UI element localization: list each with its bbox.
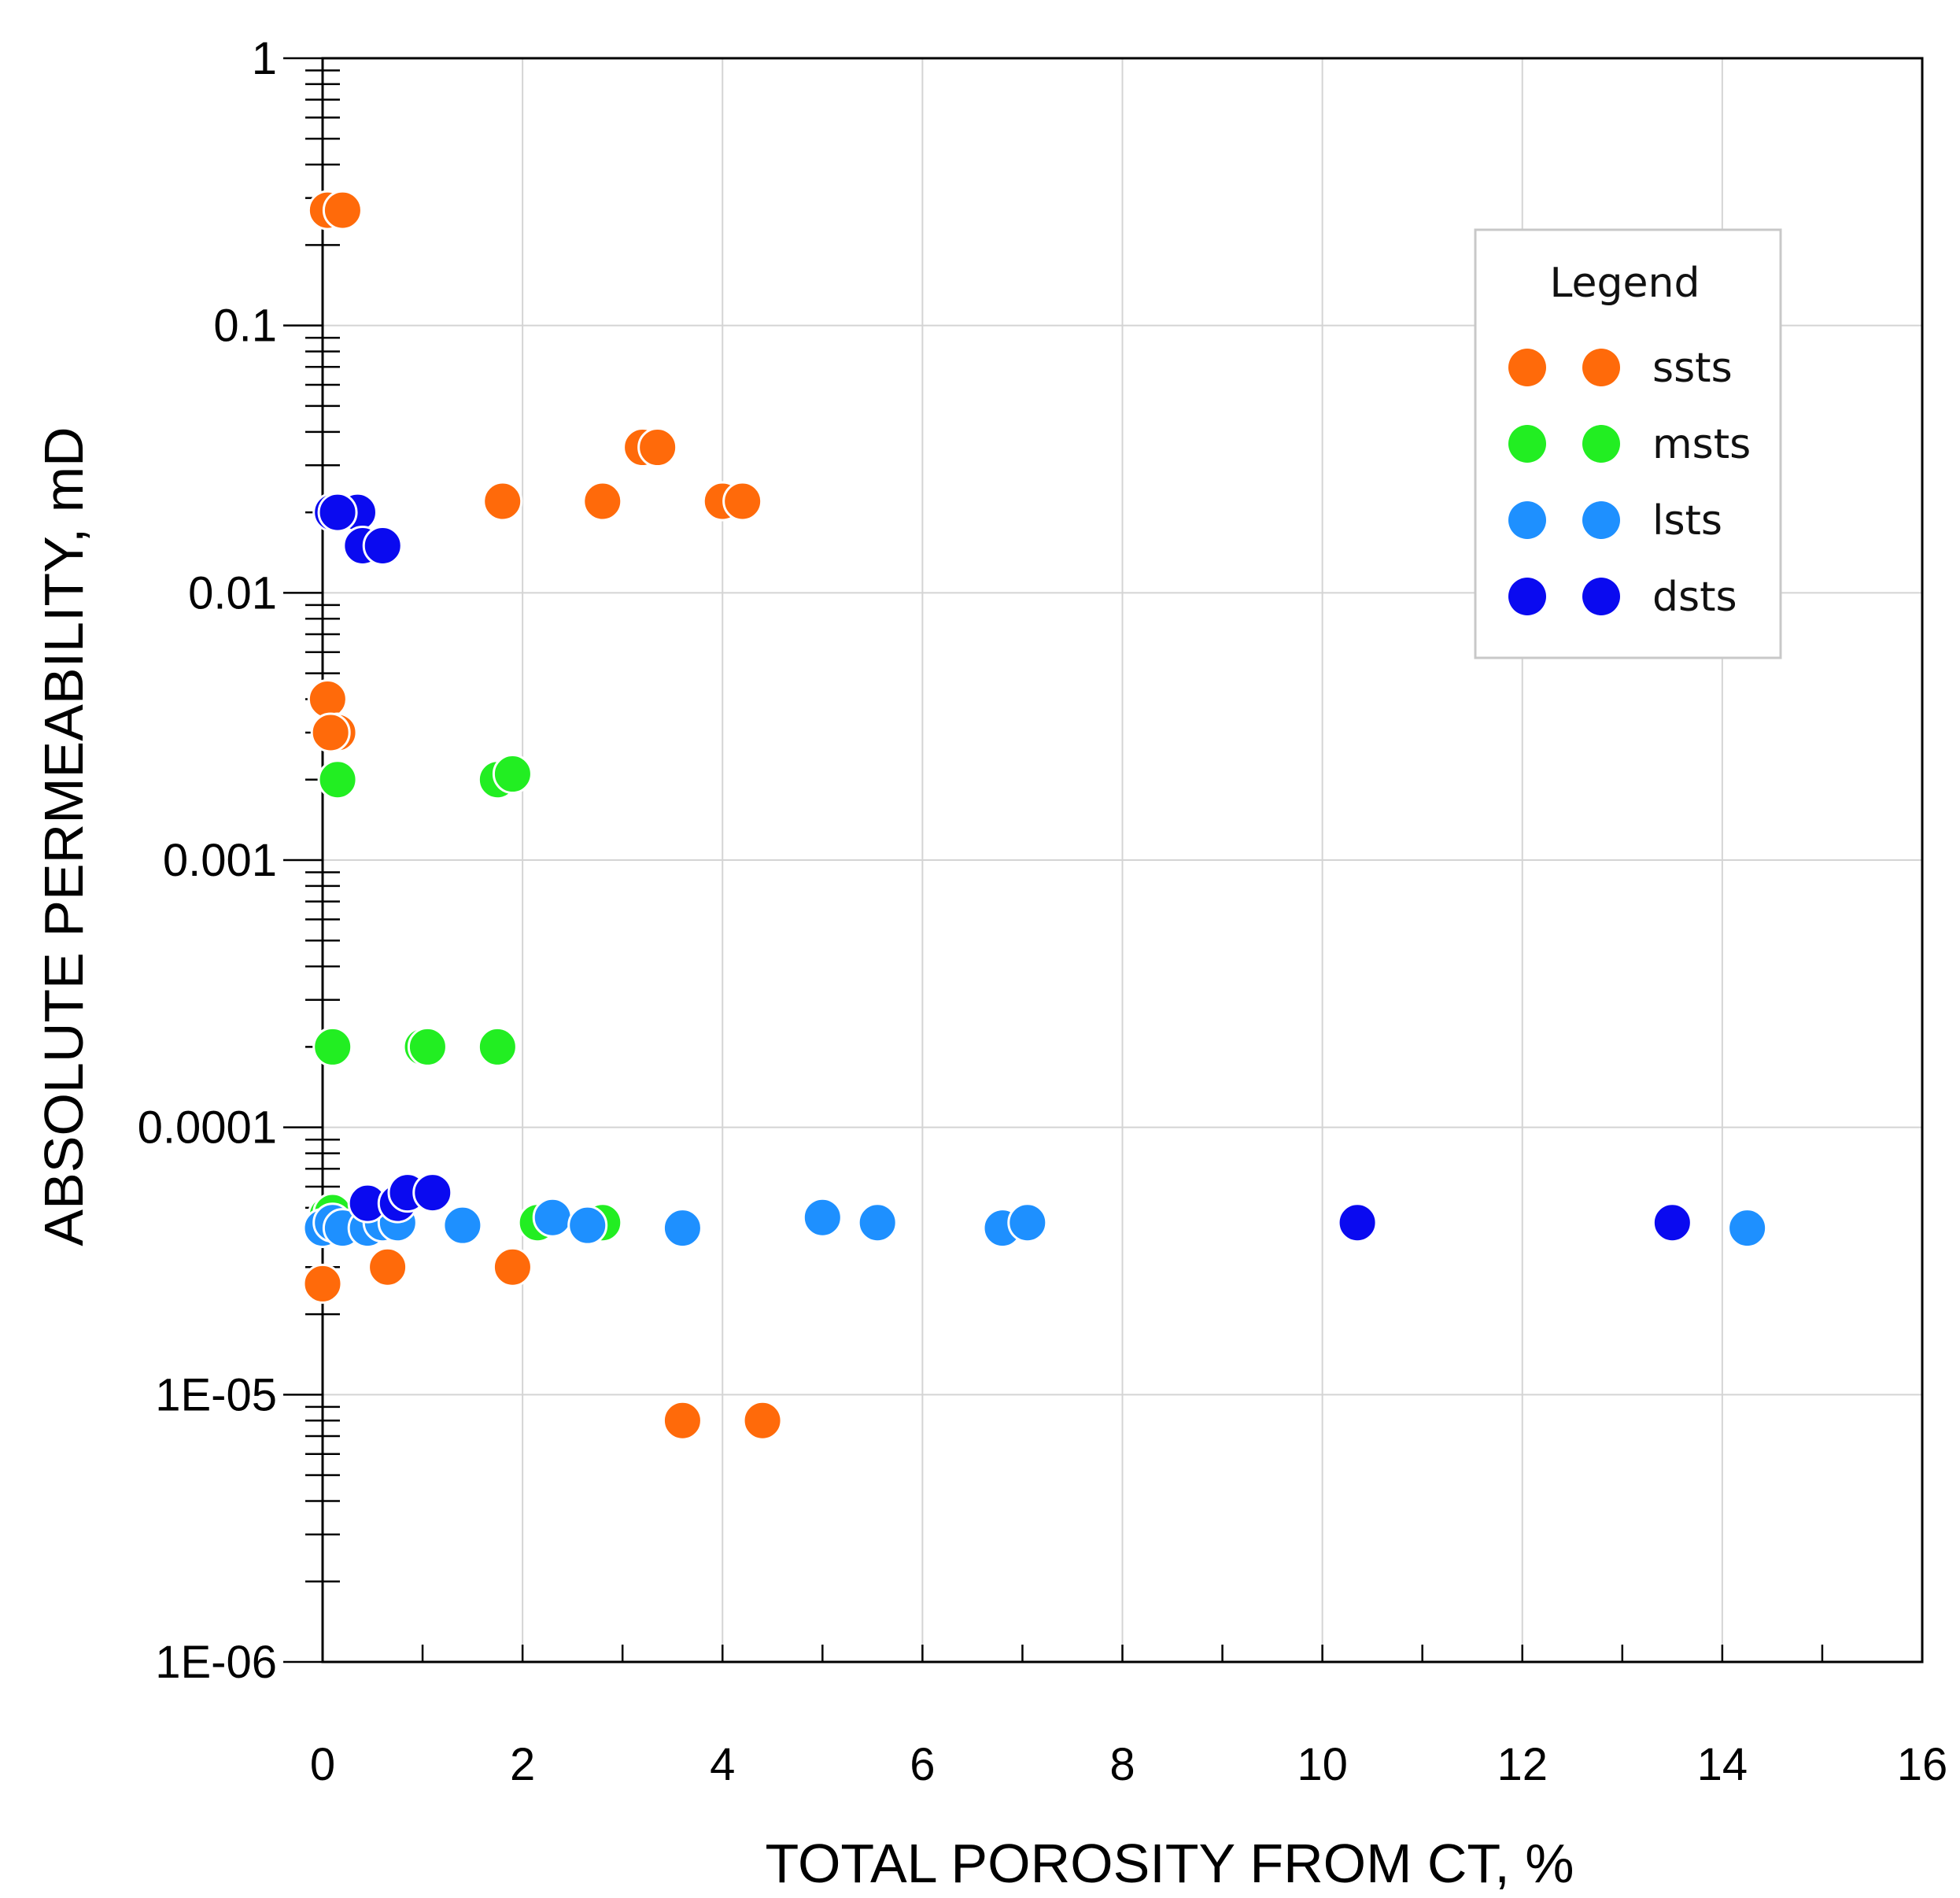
legend-label-lsts: lsts bbox=[1652, 497, 1722, 545]
data-point-ssts bbox=[582, 481, 623, 522]
x-tick-label: 2 bbox=[510, 1739, 535, 1790]
legend-marker-lsts bbox=[1582, 501, 1620, 539]
data-point-lsts bbox=[442, 1205, 483, 1246]
data-point-msts bbox=[492, 754, 533, 795]
data-point-ssts bbox=[742, 1400, 783, 1441]
data-point-dsts bbox=[317, 492, 358, 533]
data-point-ssts bbox=[722, 481, 763, 522]
data-point-msts bbox=[407, 1026, 448, 1067]
x-tick-label: 8 bbox=[1109, 1739, 1135, 1790]
legend-marker-dsts bbox=[1508, 578, 1546, 615]
x-axis-title: TOTAL POROSITY FROM CT, % bbox=[765, 1833, 1574, 1894]
data-point-ssts bbox=[492, 1246, 533, 1287]
data-point-lsts bbox=[857, 1202, 898, 1243]
data-point-lsts bbox=[1727, 1208, 1768, 1249]
legend-marker-dsts bbox=[1582, 578, 1620, 615]
legend-marker-msts bbox=[1582, 425, 1620, 463]
x-tick-label: 6 bbox=[910, 1739, 935, 1790]
x-tick-label: 0 bbox=[310, 1739, 335, 1790]
data-points bbox=[302, 190, 1768, 1441]
data-point-lsts bbox=[802, 1197, 843, 1238]
x-tick-label: 10 bbox=[1297, 1739, 1348, 1790]
data-point-ssts bbox=[307, 679, 348, 720]
y-tick-label: 1 bbox=[252, 33, 277, 84]
data-point-lsts bbox=[1007, 1202, 1048, 1243]
data-point-dsts bbox=[412, 1172, 453, 1213]
x-tick-label: 4 bbox=[710, 1739, 735, 1790]
y-tick-label: 0.0001 bbox=[138, 1102, 277, 1154]
data-point-lsts bbox=[662, 1208, 703, 1249]
x-axis-tick-labels: 0 2 4 6 8 10 12 14 16 bbox=[310, 1739, 1947, 1790]
legend-marker-ssts bbox=[1582, 349, 1620, 386]
data-point-lsts bbox=[567, 1205, 608, 1246]
data-point-ssts bbox=[310, 712, 351, 753]
y-axis-title: ABSOLUTE PERMEABILITY, mD bbox=[33, 426, 94, 1246]
data-point-ssts bbox=[637, 427, 678, 468]
x-tick-label: 14 bbox=[1697, 1739, 1748, 1790]
data-point-dsts bbox=[1652, 1202, 1692, 1243]
plot-frame bbox=[321, 57, 1924, 1664]
legend: Legend ssts msts lsts dsts bbox=[1474, 228, 1782, 659]
y-tick-label: 1E-06 bbox=[155, 1637, 277, 1688]
grid-lines bbox=[322, 57, 1923, 1663]
data-point-msts bbox=[312, 1026, 353, 1067]
legend-marker-lsts bbox=[1508, 501, 1546, 539]
data-point-lsts bbox=[532, 1197, 573, 1238]
data-point-ssts bbox=[367, 1246, 408, 1287]
data-point-ssts bbox=[662, 1400, 703, 1441]
legend-marker-msts bbox=[1508, 425, 1546, 463]
y-tick-label: 0.01 bbox=[188, 567, 277, 619]
legend-label-ssts: ssts bbox=[1652, 345, 1733, 392]
data-point-ssts bbox=[302, 1263, 343, 1304]
data-point-dsts bbox=[362, 526, 403, 567]
y-axis-tick-labels: 1 0.1 0.01 0.001 0.0001 1E-05 1E-06 bbox=[138, 33, 277, 1688]
x-tick-label: 16 bbox=[1897, 1739, 1948, 1790]
data-point-ssts bbox=[322, 190, 363, 231]
data-point-dsts bbox=[1337, 1202, 1378, 1243]
y-tick-label: 0.1 bbox=[213, 301, 277, 352]
data-point-msts bbox=[477, 1026, 518, 1067]
y-tick-label: 0.001 bbox=[163, 835, 277, 886]
data-point-msts bbox=[317, 759, 358, 800]
legend-items: ssts msts lsts dsts bbox=[1508, 345, 1751, 621]
legend-label-dsts: dsts bbox=[1652, 574, 1737, 621]
x-tick-label: 12 bbox=[1497, 1739, 1548, 1790]
legend-marker-ssts bbox=[1508, 349, 1546, 386]
y-tick-label: 1E-05 bbox=[155, 1369, 277, 1420]
legend-label-msts: msts bbox=[1652, 421, 1751, 468]
data-point-ssts bbox=[482, 481, 523, 522]
legend-title: Legend bbox=[1549, 260, 1700, 307]
